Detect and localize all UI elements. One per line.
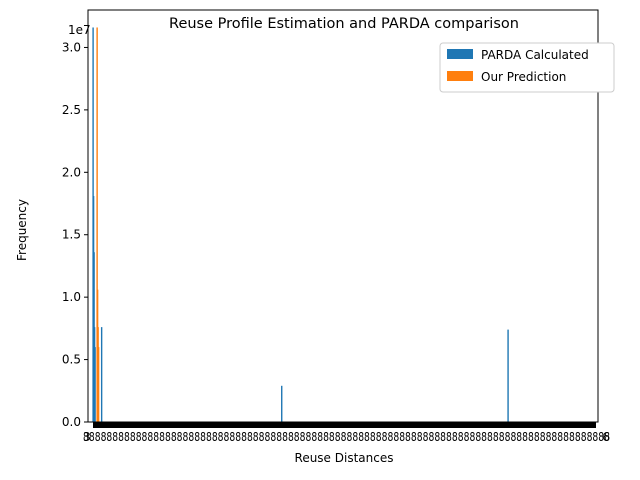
x-axis-label: Reuse Distances	[295, 451, 394, 465]
y-tick-label: 2.5	[62, 103, 81, 117]
plot-frame	[87, 9, 599, 423]
bar-parda	[100, 327, 103, 422]
y-tick-label: 0.0	[62, 415, 81, 429]
bar-prediction	[96, 27, 98, 422]
y-tick-label: 1.5	[62, 228, 81, 242]
y-offset-text: 1e7	[68, 23, 91, 37]
bar-prediction	[97, 347, 100, 422]
y-axis-label: Frequency	[15, 199, 29, 261]
bar-parda	[281, 385, 283, 422]
legend-label-prediction: Our Prediction	[481, 70, 566, 84]
chart-title: Reuse Profile Estimation and PARDA compa…	[169, 16, 519, 32]
legend-label-parda: PARDA Calculated	[481, 48, 589, 62]
legend-swatch-parda	[447, 49, 473, 59]
legend-swatch-prediction	[447, 71, 473, 81]
x-tick-labels-overlap: 8888888888888888888888888888888888888888…	[83, 430, 610, 444]
bar-parda	[94, 347, 96, 422]
y-tick-label: 1.0	[62, 290, 81, 304]
legend-box	[439, 42, 615, 93]
x-tick-label-first: 3	[83, 430, 91, 444]
y-tick-label: 2.0	[62, 165, 81, 179]
x-ticks: 8888888888888888888888888888888888888888…	[83, 422, 610, 444]
y-tick-label: 0.5	[62, 353, 81, 367]
legend: PARDA Calculated Our Prediction	[439, 42, 615, 93]
y-tick-label: 3.0	[62, 40, 81, 54]
x-tick-label-last: 6	[602, 430, 610, 444]
bars	[92, 27, 509, 422]
x-tick-band	[93, 422, 596, 428]
bar-parda	[507, 329, 509, 422]
y-ticks: 0.0 0.5 1.0 1.5 2.0 2.5 3.0	[62, 40, 88, 429]
